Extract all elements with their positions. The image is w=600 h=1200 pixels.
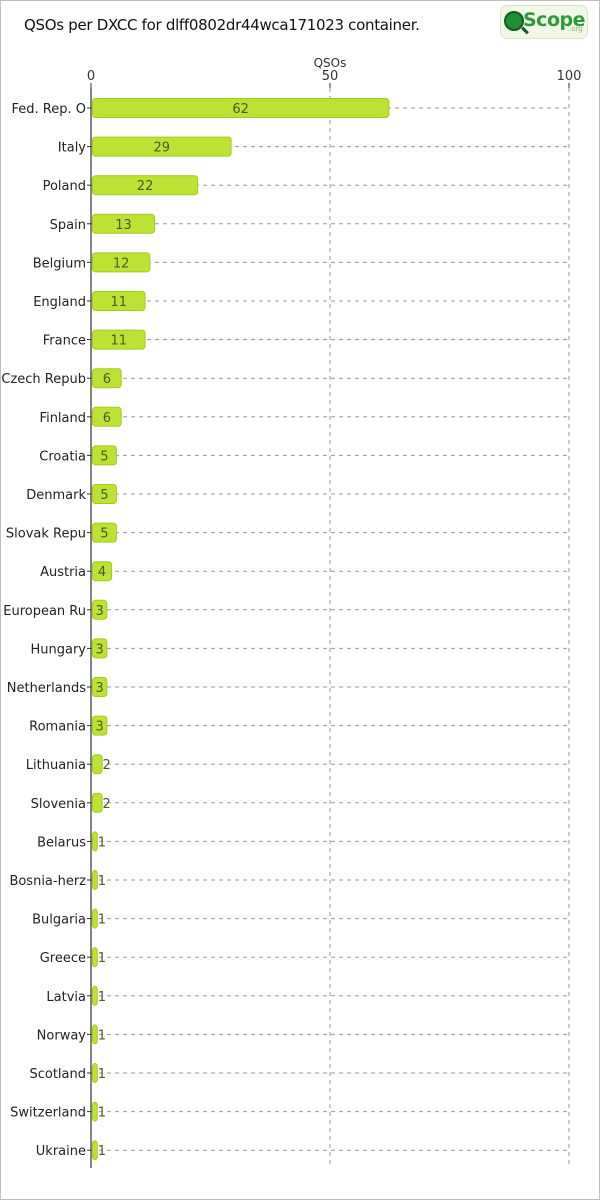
bar	[92, 136, 232, 157]
bar-value-label: 3	[96, 604, 104, 619]
bar-value-label: 2	[103, 797, 111, 812]
bar-value-label: 1	[98, 1106, 106, 1121]
logo-suffix: .org	[569, 25, 583, 33]
bar-value-label: 5	[100, 527, 108, 542]
bar	[92, 870, 98, 890]
bar-value-label: 5	[100, 449, 108, 464]
x-tick-label: 100	[557, 69, 582, 84]
bar	[92, 599, 108, 620]
x-tick-label: 0	[87, 69, 95, 84]
category-label: Belarus	[37, 835, 86, 850]
category-label: Ukraine	[36, 1144, 86, 1159]
x-tick-label: 50	[322, 69, 339, 84]
bar-value-label: 2	[103, 758, 111, 773]
category-label: Switzerland	[10, 1106, 86, 1121]
category-label: Austria	[40, 565, 86, 580]
category-label: Netherlands	[7, 681, 86, 696]
category-label: Spain	[50, 218, 86, 233]
category-label: Czech Repub	[1, 372, 86, 387]
bar	[92, 561, 113, 582]
category-label: Poland	[43, 179, 86, 194]
bar	[92, 792, 103, 813]
category-label: Romania	[29, 720, 86, 735]
bar	[92, 831, 98, 852]
bar-value-label: 11	[111, 334, 128, 349]
bar	[92, 947, 98, 968]
bar-value-label: 6	[103, 411, 111, 426]
bar-value-label: 11	[111, 295, 128, 310]
category-label: Italy	[58, 141, 87, 156]
bar-value-label: 3	[96, 642, 104, 657]
bar-value-label: 1	[98, 874, 106, 889]
bar-value-label: 5	[100, 488, 108, 503]
bar	[92, 484, 117, 504]
bar-value-label: 22	[137, 179, 154, 194]
chart-title: QSOs per DXCC for dlff0802dr44wca171023 …	[24, 16, 420, 34]
bar	[92, 677, 108, 697]
category-label: Bosnia-herz	[9, 874, 86, 889]
category-label: Slovenia	[31, 797, 86, 812]
bar	[92, 98, 390, 118]
category-label: European Ru	[3, 604, 86, 619]
category-label: Greece	[40, 951, 86, 966]
category-label: Denmark	[26, 488, 86, 503]
category-label: Scotland	[29, 1067, 86, 1082]
bar-value-label: 13	[115, 218, 132, 233]
category-label: France	[43, 334, 86, 349]
bar	[92, 175, 199, 196]
logo-text: Scope	[523, 9, 586, 31]
bar	[92, 754, 103, 775]
bar	[92, 638, 108, 659]
bar-value-label: 1	[98, 1067, 106, 1082]
bar	[92, 329, 146, 350]
qscope-logo[interactable]: Scope .org	[500, 5, 588, 39]
category-label: Latvia	[46, 990, 86, 1005]
bar	[92, 213, 156, 234]
bar-value-label: 1	[98, 990, 106, 1005]
bar	[92, 1063, 98, 1083]
magnifier-icon	[504, 11, 524, 31]
category-label: Belgium	[33, 256, 86, 271]
category-label: Croatia	[39, 449, 86, 464]
category-label: Norway	[37, 1028, 87, 1043]
bar-value-label: 1	[98, 1028, 106, 1043]
bar-value-label: 1	[98, 951, 106, 966]
bar	[92, 1140, 98, 1161]
bar	[92, 1024, 98, 1045]
bar	[92, 985, 98, 1006]
bar	[92, 908, 98, 929]
category-label: Hungary	[30, 642, 86, 657]
bar-value-label: 29	[154, 141, 171, 156]
category-label: Finland	[40, 411, 86, 426]
category-label: England	[33, 295, 86, 310]
bar	[92, 522, 117, 543]
bar-value-label: 3	[96, 681, 104, 696]
bar-value-label: 62	[232, 102, 249, 117]
bar-value-label: 3	[96, 720, 104, 735]
category-label: Lithuania	[26, 758, 86, 773]
bar	[92, 715, 108, 736]
bar-value-label: 4	[98, 565, 106, 580]
bar	[92, 368, 122, 389]
category-label: Fed. Rep. O	[12, 102, 86, 117]
bar-value-label: 6	[103, 372, 111, 387]
category-label: Bulgaria	[32, 913, 86, 928]
bar-value-label: 1	[98, 1144, 106, 1159]
category-label: Slovak Repu	[6, 527, 86, 542]
x-axis-title: QSOs	[313, 56, 347, 70]
bar-value-label: 1	[98, 835, 106, 850]
bar-value-label: 12	[113, 256, 130, 271]
bar	[92, 1101, 98, 1122]
bar	[92, 445, 117, 466]
bar	[92, 291, 146, 311]
bar	[92, 406, 122, 427]
bar-value-label: 1	[98, 913, 106, 928]
bar	[92, 252, 151, 273]
